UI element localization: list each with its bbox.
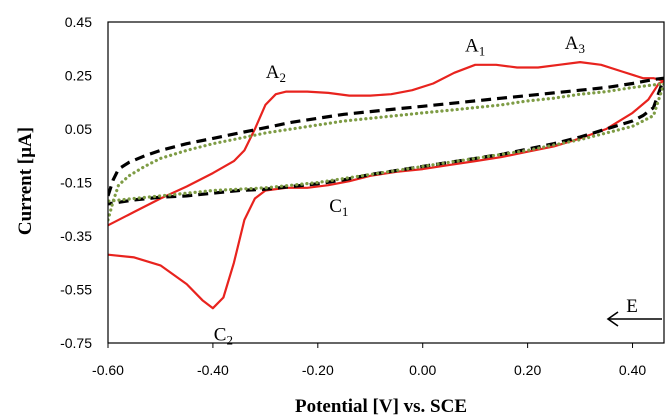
y-tick-label: -0.55 <box>60 282 92 298</box>
x-tick-label: -0.40 <box>197 362 229 378</box>
peak-label: A2 <box>266 62 286 85</box>
peak-label-sub: 3 <box>578 41 585 56</box>
y-tick-label: 0.05 <box>65 121 92 137</box>
peak-label: C1 <box>329 196 348 219</box>
peak-label-sub: 2 <box>279 70 286 85</box>
direction-arrow: E <box>606 296 662 327</box>
peak-label-sub: 2 <box>226 332 233 347</box>
peak-label-sub: 1 <box>342 204 349 219</box>
direction-label: E <box>626 296 638 317</box>
peak-label: C2 <box>214 324 233 347</box>
peak-label-main: C <box>214 324 227 345</box>
x-tick-label: 0.40 <box>619 362 646 378</box>
x-axis: -0.60 -0.40 -0.20 0.00 0.20 0.40 <box>92 343 646 378</box>
peak-label-main: A <box>465 35 479 56</box>
y-axis: 0.45 0.25 0.05 -0.15 -0.35 -0.55 -0.75 <box>60 14 92 351</box>
y-axis-title: Current [µA] <box>15 127 36 235</box>
peak-label-sub: 1 <box>479 43 486 58</box>
series-layer <box>108 61 664 310</box>
series-line-1 <box>108 61 664 310</box>
plot-frame <box>107 21 665 344</box>
x-axis-title: Potential [V] vs. SCE <box>295 396 467 417</box>
y-tick-label: 0.45 <box>65 14 92 30</box>
peak-label-main: C <box>329 196 342 217</box>
peak-label-main: A <box>266 62 280 83</box>
peak-label: A1 <box>465 35 485 58</box>
y-tick-label: -0.15 <box>60 175 92 191</box>
y-tick-label: 0.25 <box>65 68 92 84</box>
peak-label: A3 <box>565 33 585 56</box>
y-tick-label: -0.75 <box>60 335 92 351</box>
x-tick-label: -0.60 <box>92 362 124 378</box>
x-tick-label: 0.00 <box>409 362 436 378</box>
x-tick-label: -0.20 <box>302 362 334 378</box>
y-tick-label: -0.35 <box>60 228 92 244</box>
arrow-head <box>606 311 619 327</box>
x-tick-label: 0.20 <box>514 362 541 378</box>
peak-label-main: A <box>565 33 579 54</box>
series-line-3 <box>108 81 664 222</box>
